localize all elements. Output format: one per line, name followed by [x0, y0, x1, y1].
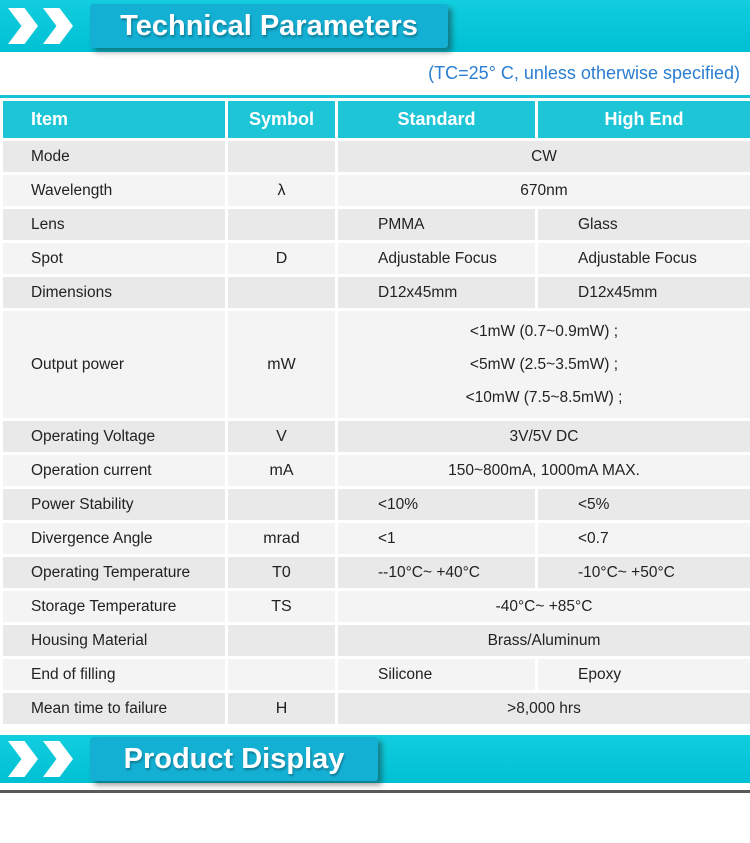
col-header-item: Item	[0, 98, 228, 141]
divider-line	[0, 95, 750, 98]
standard-value-cell: D12x45mm	[335, 274, 538, 311]
table-header-row: Item Symbol Standard High End	[0, 98, 750, 141]
table-row: Lens PMMA Glass	[0, 206, 750, 243]
symbol-cell: mA	[225, 452, 338, 489]
parameters-table: Item Symbol Standard High End Mode CW Wave…	[0, 98, 750, 727]
item-cell: Spot	[0, 240, 228, 277]
symbol-cell: H	[225, 690, 338, 727]
table-row: Mean time to failure H >8,000 hrs	[0, 690, 750, 727]
item-cell: Mean time to failure	[0, 690, 228, 727]
col-header-symbol: Symbol	[225, 98, 338, 141]
high-end-value-cell: Glass	[535, 206, 750, 243]
standard-value-cell: Adjustable Focus	[335, 240, 538, 277]
high-end-value-cell: <0.7	[535, 520, 750, 557]
symbol-cell: V	[225, 418, 338, 455]
merged-value-cell: CW	[335, 138, 750, 175]
chevron-right-icon	[43, 741, 73, 777]
col-header-standard: Standard	[335, 98, 538, 141]
table-row: Dimensions D12x45mm D12x45mm	[0, 274, 750, 311]
table-row: Operation current mA 150~800mA, 1000mA MAX…	[0, 452, 750, 489]
table-row: End of filling Silicone Epoxy	[0, 656, 750, 693]
value-line: <1mW (0.7~0.9mW) ;	[469, 323, 619, 340]
section-banner-bottom: Product Display	[0, 735, 750, 783]
merged-value-cell: Brass/Aluminum	[335, 622, 750, 659]
section-title: Technical Parameters	[120, 9, 418, 42]
high-end-value-cell: -10°C~ +50°C	[535, 554, 750, 591]
item-cell: Lens	[0, 206, 228, 243]
double-chevron-right-icon	[8, 741, 78, 777]
standard-value-cell: --10°C~ +40°C	[335, 554, 538, 591]
test-condition-note: (TC=25° C, unless otherwise specified)	[428, 63, 740, 83]
table-row: Power Stability <10% <5%	[0, 486, 750, 523]
merged-value-cell: -40°C~ +85°C	[335, 588, 750, 625]
symbol-cell: TS	[225, 588, 338, 625]
item-cell: Mode	[0, 138, 228, 175]
symbol-cell	[225, 138, 338, 175]
symbol-cell: D	[225, 240, 338, 277]
symbol-cell	[225, 206, 338, 243]
symbol-cell	[225, 656, 338, 693]
double-chevron-right-icon	[8, 8, 78, 44]
table-row: Operating Temperature T0 --10°C~ +40°C -10°…	[0, 554, 750, 591]
item-cell: Operating Temperature	[0, 554, 228, 591]
item-cell: Operating Voltage	[0, 418, 228, 455]
item-cell: End of filling	[0, 656, 228, 693]
high-end-value-cell: <5%	[535, 486, 750, 523]
standard-value-cell: PMMA	[335, 206, 538, 243]
table-row: Divergence Angle mrad <1 <0.7	[0, 520, 750, 557]
table-row: Output power mW <1mW (0.7~0.9mW) ; <5mW (2.…	[0, 308, 750, 421]
value-line: <5mW (2.5~3.5mW) ;	[469, 356, 619, 373]
col-header-high-end: High End	[535, 98, 750, 141]
item-cell: Wavelength	[0, 172, 228, 209]
high-end-value-cell: D12x45mm	[535, 274, 750, 311]
chevron-right-icon	[8, 8, 38, 44]
bottom-gap	[0, 793, 750, 796]
symbol-cell	[225, 274, 338, 311]
item-cell: Operation current	[0, 452, 228, 489]
merged-value-cell: <1mW (0.7~0.9mW) ; <5mW (2.5~3.5mW) ; <10m…	[335, 308, 750, 421]
table-row: Storage Temperature TS -40°C~ +85°C	[0, 588, 750, 625]
item-cell: Divergence Angle	[0, 520, 228, 557]
symbol-cell: λ	[225, 172, 338, 209]
section-banner-top: Technical Parameters	[0, 0, 750, 52]
standard-value-cell: <10%	[335, 486, 538, 523]
value-line: <10mW (7.5~8.5mW) ;	[465, 389, 623, 406]
note-bar: (TC=25° C, unless otherwise specified)	[0, 52, 750, 95]
standard-value-cell: <1	[335, 520, 538, 557]
symbol-cell: mW	[225, 308, 338, 421]
symbol-cell	[225, 486, 338, 523]
table-row: Housing Material Brass/Aluminum	[0, 622, 750, 659]
table-row: Spot D Adjustable Focus Adjustable Focus	[0, 240, 750, 277]
table-row: Wavelength λ 670nm	[0, 172, 750, 209]
table-row: Operating Voltage V 3V/5V DC	[0, 418, 750, 455]
chevron-right-icon	[8, 741, 38, 777]
merged-value-cell: 3V/5V DC	[335, 418, 750, 455]
item-cell: Dimensions	[0, 274, 228, 311]
merged-value-cell: 670nm	[335, 172, 750, 209]
high-end-value-cell: Epoxy	[535, 656, 750, 693]
merged-value-cell: 150~800mA, 1000mA MAX.	[335, 452, 750, 489]
section-title-plate: Product Display	[90, 737, 378, 781]
bottom-rule	[0, 790, 750, 793]
symbol-cell: mrad	[225, 520, 338, 557]
symbol-cell: T0	[225, 554, 338, 591]
section-title: Product Display	[123, 742, 345, 775]
item-cell: Output power	[0, 308, 228, 421]
merged-value-cell: >8,000 hrs	[335, 690, 750, 727]
standard-value-cell: Silicone	[335, 656, 538, 693]
item-cell: Storage Temperature	[0, 588, 228, 625]
table-row: Mode CW	[0, 138, 750, 175]
item-cell: Power Stability	[0, 486, 228, 523]
symbol-cell	[225, 622, 338, 659]
high-end-value-cell: Adjustable Focus	[535, 240, 750, 277]
item-cell: Housing Material	[0, 622, 228, 659]
chevron-right-icon	[43, 8, 73, 44]
section-title-plate: Technical Parameters	[90, 4, 448, 48]
